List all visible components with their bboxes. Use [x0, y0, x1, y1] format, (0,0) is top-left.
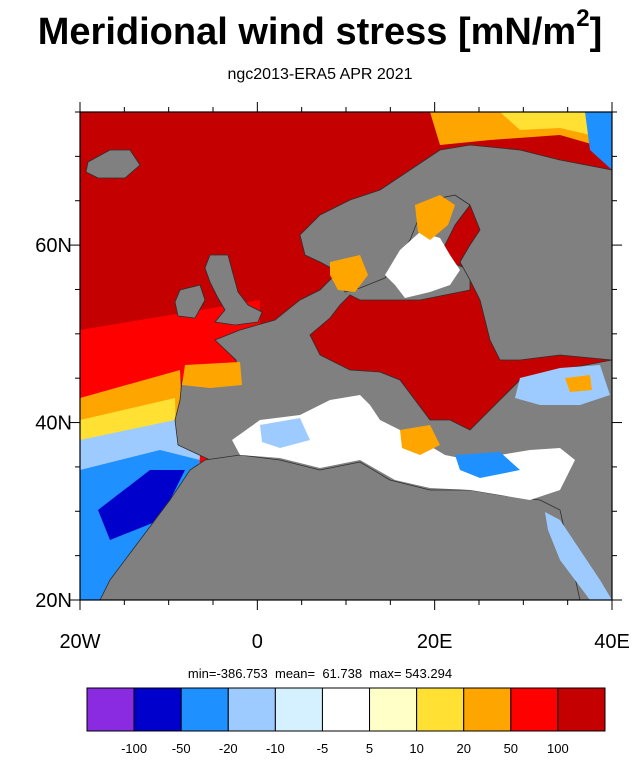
title-main: Meridional wind stress [mN/m [37, 11, 577, 53]
black-sea-orange [565, 375, 592, 392]
colorbar-swatch [274, 687, 323, 732]
gulf-of-bothnia [415, 195, 455, 240]
colorbar-swatch [321, 687, 371, 732]
chart-subtitle: ngc2013-ERA5 APR 2021 [227, 66, 413, 83]
colorbar-label: 100 [547, 741, 569, 756]
colorbar-label: -20 [219, 741, 238, 756]
title-close: ] [589, 11, 603, 53]
colorbar-swatch [463, 687, 512, 732]
colorbar-label: 20 [456, 741, 470, 756]
black-sea [515, 365, 610, 405]
x-tick-label: 0 [252, 631, 263, 653]
y-tick-label: 20N [35, 590, 72, 612]
x-tick-label: 20W [59, 631, 100, 653]
biscay-orange [182, 362, 242, 388]
baltic-sea [385, 232, 460, 298]
great-britain-land [204, 254, 263, 326]
red-sea [545, 512, 612, 600]
colorbar-label: 5 [366, 741, 373, 756]
axis-tick-labels: 20W 0 20E 40E 20N 40N 60N [35, 235, 630, 653]
colorbar-swatch [557, 687, 606, 732]
north-sea-orange [330, 255, 368, 292]
y-tick-label: 40N [35, 413, 72, 435]
colorbar-swatch [510, 687, 559, 732]
x-tick-label: 20E [417, 631, 453, 653]
iceland-land [85, 149, 141, 179]
ireland-land [174, 284, 206, 319]
med-blue-east [455, 452, 520, 478]
colorbar-label: 10 [409, 741, 423, 756]
y-tick-label: 60N [35, 235, 72, 257]
scandinavia-land [299, 144, 612, 361]
axis-ticks [70, 102, 622, 610]
colorbar-swatch [227, 687, 276, 732]
arctic-strip-yellow [500, 112, 612, 140]
med-orange-ionian [400, 425, 440, 455]
colorbar-label: 50 [504, 741, 518, 756]
colorbar-label: -10 [266, 741, 285, 756]
colorbar-label: -100 [121, 741, 147, 756]
colorbar-swatch [369, 687, 418, 732]
colorbar-swatch [133, 687, 182, 732]
colorbar-swatch [180, 687, 229, 732]
colorbar-label: -50 [172, 741, 191, 756]
ocean-band-darkblue [98, 470, 185, 540]
chart-title: Meridional wind stress [mN/m2] [0, 6, 640, 58]
colorbar-swatch [416, 687, 465, 732]
med-blue-west [260, 418, 310, 448]
colorbar-label: -5 [317, 741, 329, 756]
field-statistics: min=-386.753 mean= 61.738 max= 543.294 [187, 666, 453, 681]
x-tick-label: 40E [594, 631, 630, 653]
colorbar: -100 -50 -20 -10 -5 5 10 20 50 100 [86, 687, 606, 756]
colorbar-swatch [86, 687, 135, 732]
title-superscript: 2 [576, 5, 590, 32]
arctic-strip-blue [585, 112, 612, 170]
